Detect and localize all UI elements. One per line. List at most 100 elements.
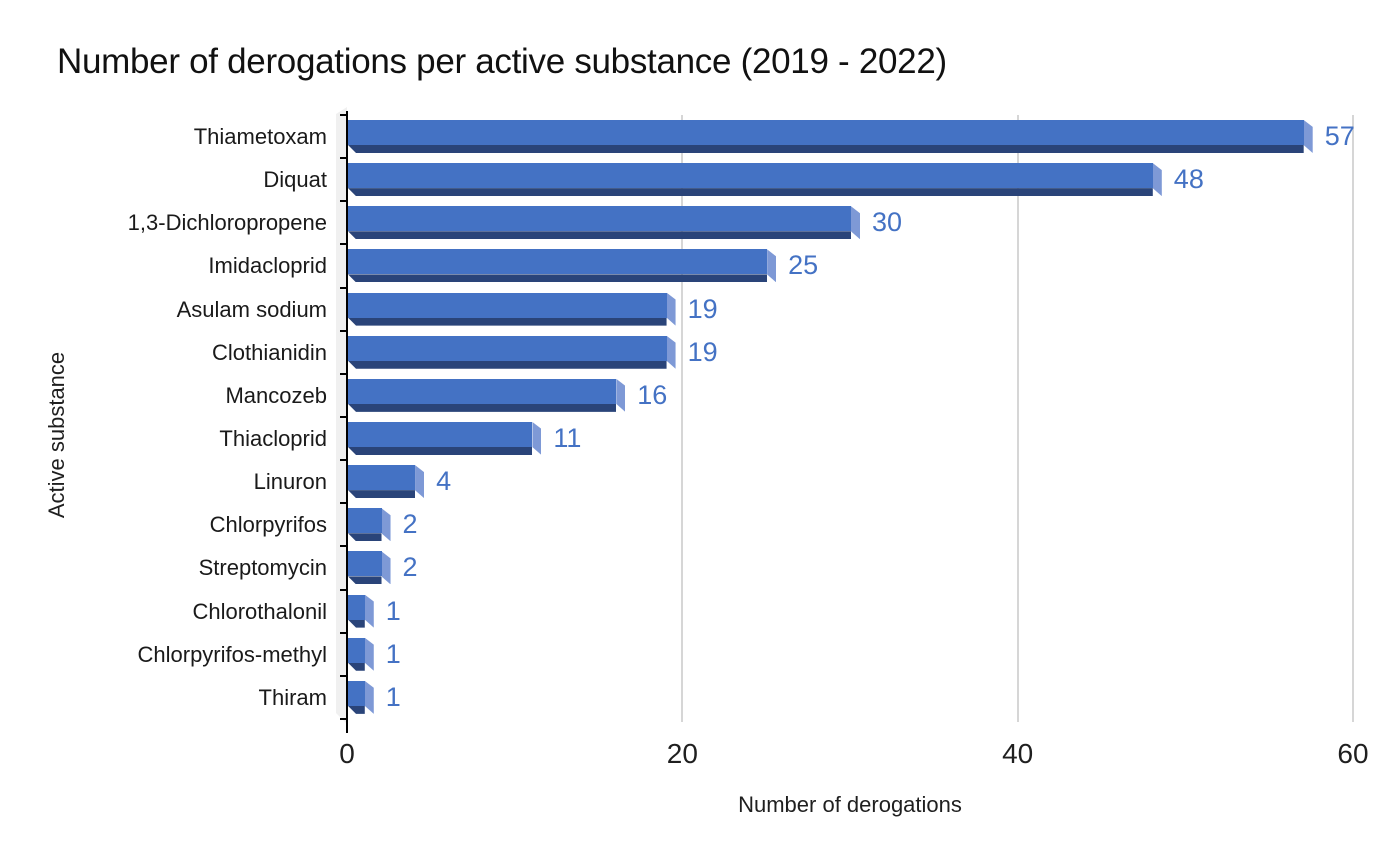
bar-front-face bbox=[348, 163, 1153, 189]
bar-front-face bbox=[348, 465, 416, 491]
bar bbox=[348, 120, 1313, 153]
x-tick-label: 60 bbox=[1337, 738, 1369, 769]
value-label: 25 bbox=[788, 250, 819, 281]
axis-tick bbox=[340, 286, 347, 289]
category-label: Chlorpyrifos-methyl bbox=[137, 641, 328, 667]
axis-tick bbox=[340, 588, 347, 591]
bar bbox=[348, 378, 626, 412]
bar-end-cap bbox=[364, 680, 374, 714]
bar-bottom-face bbox=[348, 447, 533, 455]
bar bbox=[348, 594, 374, 628]
category-label: Mancozeb bbox=[225, 382, 327, 408]
axis-tick bbox=[340, 372, 347, 375]
bar-front-face bbox=[348, 594, 365, 620]
value-label: 1 bbox=[385, 638, 401, 669]
bar-end-cap bbox=[767, 249, 777, 283]
value-label: 57 bbox=[1324, 121, 1355, 151]
bar-front-face bbox=[348, 637, 365, 663]
bar-front-face bbox=[348, 551, 382, 577]
bar-end-cap bbox=[1152, 163, 1162, 197]
bar-front-face bbox=[348, 680, 365, 706]
bar-end-cap bbox=[381, 508, 391, 542]
bar-bottom-face bbox=[348, 231, 851, 240]
axis-tick bbox=[340, 502, 347, 505]
bar bbox=[348, 335, 676, 369]
value-label: 2 bbox=[402, 552, 418, 583]
axis-tick bbox=[340, 416, 347, 418]
value-label: 4 bbox=[436, 466, 452, 497]
bar bbox=[348, 637, 374, 671]
bar-bottom-face bbox=[348, 619, 365, 628]
bar-end-cap bbox=[364, 594, 374, 628]
bar-end-cap bbox=[364, 637, 374, 671]
axis-tick bbox=[340, 329, 347, 332]
axis-tick bbox=[340, 200, 347, 203]
gridline-x-40 bbox=[1016, 115, 1019, 722]
bar-end-cap bbox=[381, 551, 391, 585]
bar-bottom-face bbox=[348, 360, 667, 369]
category-label: Chlorpyrifos bbox=[209, 512, 327, 538]
bar-bottom-face bbox=[348, 662, 365, 671]
value-label: 48 bbox=[1173, 164, 1204, 195]
y-axis-line bbox=[346, 111, 348, 727]
axis-tick bbox=[340, 459, 347, 462]
category-label: Chlorothalonil bbox=[192, 598, 327, 624]
value-label: 11 bbox=[553, 423, 582, 453]
axis-tick bbox=[340, 545, 347, 548]
axis-tick bbox=[340, 718, 347, 720]
axis-tick bbox=[340, 114, 347, 116]
category-label: Imidacloprid bbox=[208, 253, 327, 279]
bar bbox=[348, 292, 676, 326]
axis-tick bbox=[340, 674, 347, 677]
category-label: Streptomycin bbox=[198, 555, 327, 581]
bar-bottom-face bbox=[348, 533, 382, 542]
category-label: Clothianidin bbox=[212, 339, 327, 365]
bar-end-cap bbox=[1303, 120, 1313, 153]
bar bbox=[348, 465, 425, 499]
x-tick-label: 40 bbox=[1002, 738, 1034, 769]
bar-front-face bbox=[348, 249, 768, 275]
x-tick-label: 0 bbox=[339, 738, 355, 769]
axis-tick bbox=[340, 631, 347, 634]
value-label: 16 bbox=[637, 379, 668, 410]
bar-end-cap bbox=[666, 292, 676, 326]
category-label: Thiametoxam bbox=[193, 124, 327, 149]
value-label: 19 bbox=[687, 336, 718, 367]
bar bbox=[348, 508, 391, 542]
chart-title: Number of derogations per active substan… bbox=[57, 42, 947, 81]
gridline-x-60 bbox=[1352, 115, 1354, 722]
wall-side-panel bbox=[336, 107, 347, 724]
bar-bottom-face bbox=[348, 490, 416, 499]
bar-bottom-face bbox=[348, 274, 768, 283]
bar-front-face bbox=[348, 292, 667, 318]
category-label: Linuron bbox=[253, 469, 327, 495]
bar bbox=[348, 551, 391, 585]
bar-end-cap bbox=[666, 335, 676, 369]
bar-bottom-face bbox=[348, 188, 1153, 197]
bar-bottom-face bbox=[348, 576, 382, 585]
bar bbox=[348, 422, 542, 455]
bar-front-face bbox=[348, 120, 1304, 145]
value-label: 1 bbox=[385, 595, 401, 626]
bar bbox=[348, 680, 374, 714]
axis-origin-tick bbox=[346, 725, 348, 733]
bar-bottom-face bbox=[348, 705, 365, 714]
category-label: 1,3-Dichloropropene bbox=[127, 210, 327, 236]
gridline-x-20 bbox=[681, 115, 684, 722]
value-label: 30 bbox=[872, 207, 903, 238]
category-label: Asulam sodium bbox=[176, 296, 327, 322]
bar-bottom-face bbox=[348, 317, 667, 326]
axis-tick bbox=[340, 157, 347, 160]
bar-bottom-face bbox=[348, 145, 1304, 153]
bar bbox=[348, 163, 1162, 197]
bar-front-face bbox=[348, 378, 617, 404]
category-label: Diquat bbox=[263, 167, 327, 193]
bar bbox=[348, 249, 777, 283]
bar-front-face bbox=[348, 206, 851, 232]
bar-front-face bbox=[348, 335, 667, 361]
category-label: Thiacloprid bbox=[219, 426, 327, 451]
value-label: 19 bbox=[687, 293, 718, 324]
bar-end-cap bbox=[851, 206, 860, 240]
value-label: 2 bbox=[402, 509, 418, 540]
